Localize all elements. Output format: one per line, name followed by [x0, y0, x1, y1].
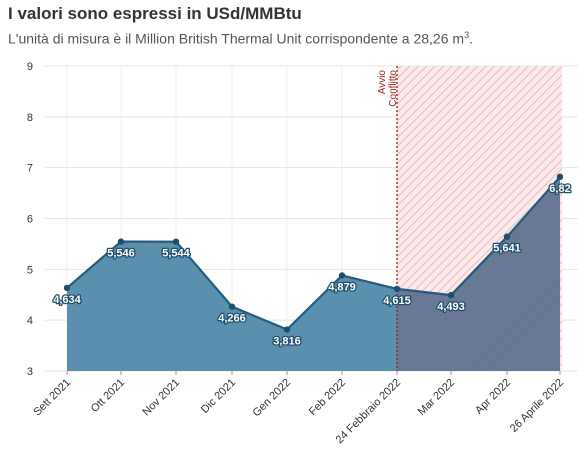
data-point-2 — [117, 238, 125, 245]
x-tick-label: Mar 2022 — [416, 377, 457, 418]
data-point-3 — [172, 238, 180, 245]
x-axis-ticks: Sett 2021 Ott 2021 Nov 2021 Dic 2021 Gen 202… — [31, 371, 566, 446]
y-tick-label: 6 — [27, 214, 33, 226]
y-axis-ticks: 3 4 5 6 7 8 9 — [27, 61, 33, 378]
annotation-line-2: Conflitto — [388, 70, 399, 107]
data-label-5: 3,816 — [273, 336, 301, 348]
y-tick-label: 7 — [27, 163, 33, 175]
annotation-line-1: Avvio — [377, 70, 388, 95]
subtitle-end: . — [469, 30, 473, 47]
area-before-conflict — [67, 241, 397, 371]
x-tick-label: Feb 2022 — [307, 377, 348, 418]
conflict-annotation: Avvio Conflitto — [377, 70, 399, 107]
area-after-conflict — [397, 176, 560, 371]
y-tick-label: 5 — [27, 264, 33, 276]
x-tick-label: Gen 2022 — [250, 377, 293, 420]
data-point-8 — [447, 291, 455, 299]
subtitle-text: L'unità di misura è il Million British T… — [8, 30, 465, 47]
data-point-9 — [503, 233, 511, 240]
data-point-1 — [63, 284, 71, 292]
data-label-9: 5,641 — [493, 243, 521, 255]
x-tick-label: Nov 2021 — [140, 377, 182, 419]
chart-title: I valori sono espressi in USd/MMBtu — [8, 4, 302, 23]
data-point-7 — [393, 285, 401, 293]
y-tick-label: 4 — [27, 315, 33, 327]
data-label-6: 4,879 — [328, 281, 356, 293]
data-label-8: 4,493 — [437, 301, 465, 313]
data-label-10: 6,82 — [549, 183, 570, 195]
series-line — [66, 176, 561, 331]
x-tick-label: 26 Aprile 2022 — [508, 377, 566, 435]
x-tick-label: Dic 2021 — [199, 377, 238, 416]
data-label-4: 4,266 — [218, 313, 246, 325]
data-point-6 — [338, 272, 346, 279]
y-tick-label: 3 — [27, 366, 33, 378]
data-point-5 — [283, 326, 291, 333]
data-label-2: 5,546 — [107, 248, 135, 260]
y-tick-label: 9 — [27, 61, 33, 73]
subtitle-superscript: 3 — [464, 30, 470, 40]
data-points — [63, 173, 564, 333]
y-tick-label: 8 — [27, 112, 33, 124]
data-point-10 — [556, 173, 564, 181]
data-point-4 — [228, 303, 236, 310]
data-label-3: 5,544 — [162, 248, 190, 260]
x-tick-label: Apr 2022 — [473, 377, 513, 417]
data-label-7: 4,615 — [383, 295, 411, 307]
chart-subtitle: L'unità di misura è il Million British T… — [8, 30, 473, 47]
x-tick-label: Ott 2021 — [89, 377, 127, 415]
data-label-1: 4,634 — [53, 294, 81, 306]
data-labels: 4,634 5,546 5,544 4,266 3,816 4,879 4,615 4,493… — [52, 182, 572, 349]
area-fills — [67, 176, 560, 371]
x-tick-label: Sett 2021 — [31, 377, 73, 419]
